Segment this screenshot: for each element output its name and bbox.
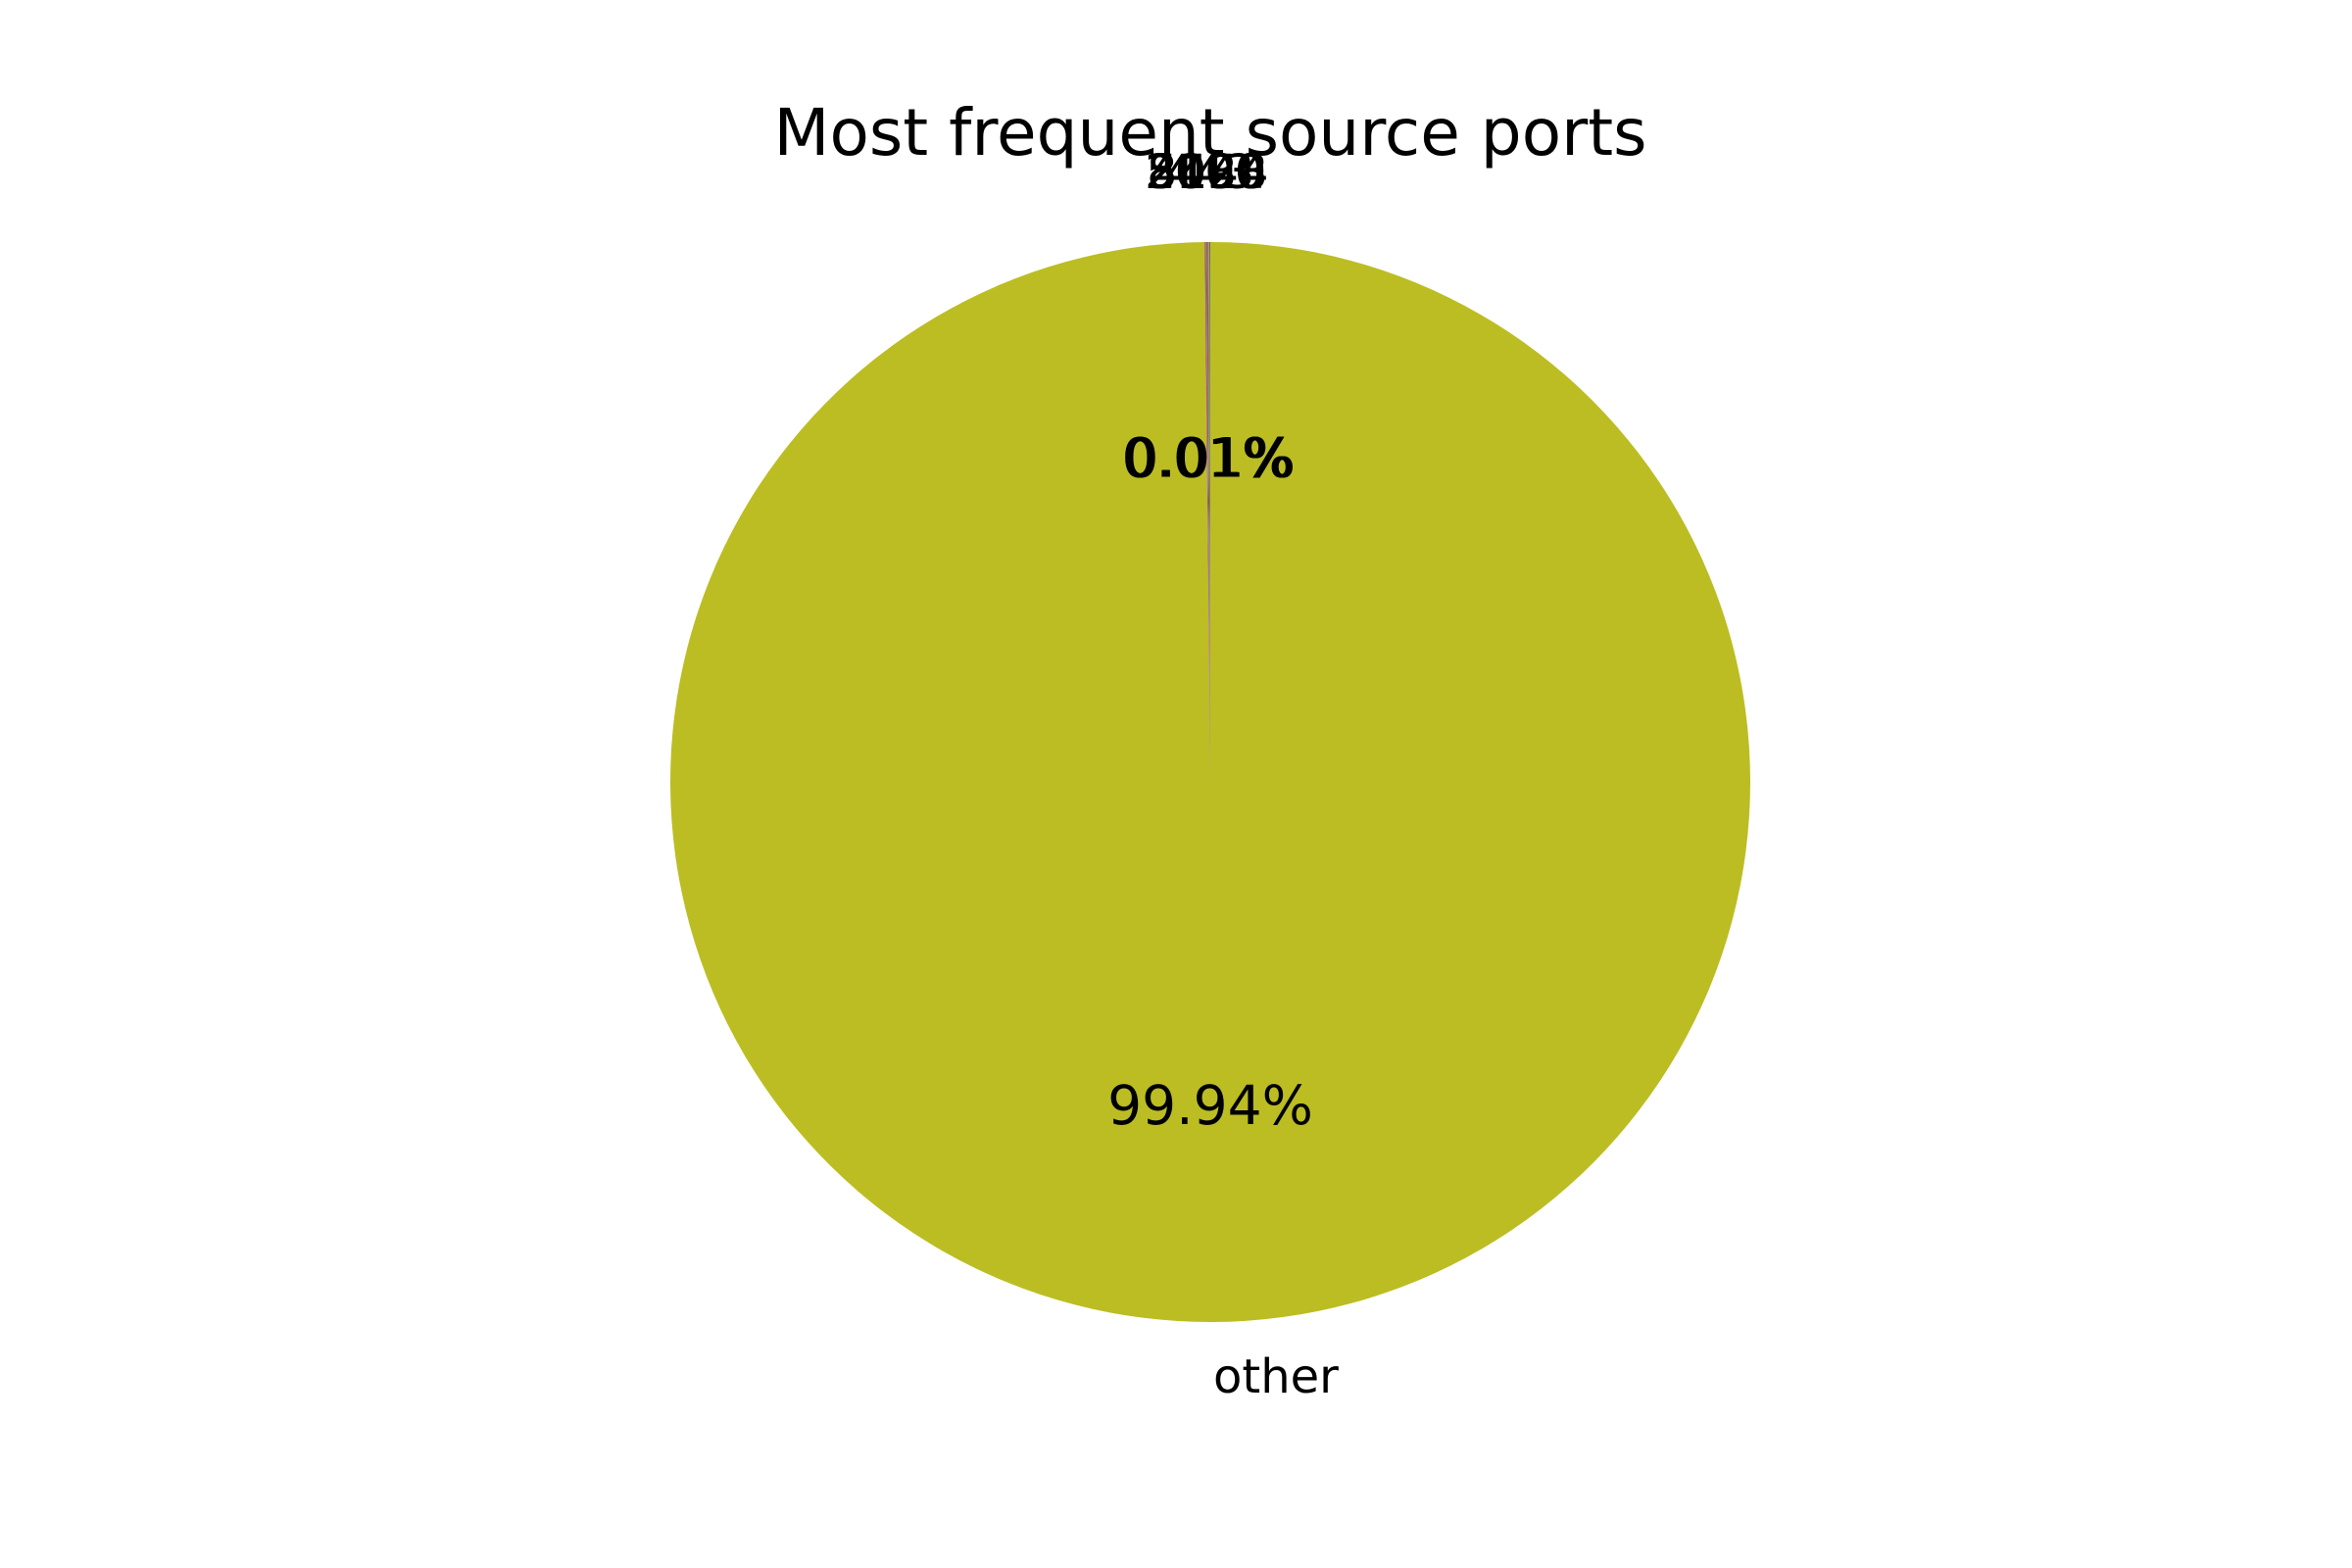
- slice-label-4444: 4444: [1149, 145, 1268, 200]
- pie-slice-5190: [1205, 242, 1210, 782]
- pct-label-3128: 0.01%: [1123, 426, 1295, 489]
- pie-slice-443: [1209, 242, 1210, 782]
- slice-label-443: 443: [1165, 145, 1255, 200]
- pie-slice-other: [670, 242, 1751, 1322]
- pie-slice-3128: [1207, 242, 1210, 782]
- slice-label-other: other: [1213, 1349, 1339, 1404]
- pct-label-2000: 0.01%: [1121, 426, 1293, 489]
- pct-label-8080: 0.01%: [1123, 426, 1295, 489]
- pct-label-443: 0.01%: [1124, 426, 1296, 489]
- pct-label-other: 99.94%: [1107, 1074, 1313, 1137]
- slice-label-8080: 8080: [1147, 145, 1266, 200]
- slice-label-3128: 3128: [1148, 145, 1267, 200]
- slice-label-2000: 2000: [1145, 145, 1264, 200]
- slice-label-5190: 5190: [1146, 145, 1265, 200]
- pie-slice-2000: [1204, 242, 1210, 782]
- pie-labels: other99.94%4430.01%44440.01%31280.01%808…: [1107, 145, 1339, 1404]
- pct-label-4444: 0.01%: [1124, 426, 1296, 489]
- pct-label-5190: 0.01%: [1122, 426, 1294, 489]
- pie-slice-8080: [1206, 242, 1210, 782]
- chart-title: Most frequent source ports: [774, 95, 1647, 171]
- pie-slices: [670, 242, 1751, 1322]
- pie-slice-4444: [1208, 242, 1210, 782]
